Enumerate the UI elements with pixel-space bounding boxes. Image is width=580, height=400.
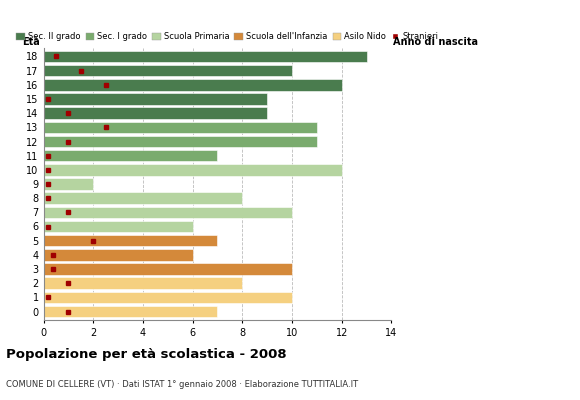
Text: Età: Età — [22, 37, 40, 47]
Bar — [44, 65, 292, 76]
Bar — [44, 192, 242, 204]
Bar — [44, 235, 218, 246]
Bar — [44, 93, 267, 105]
Bar — [44, 263, 292, 275]
Text: Popolazione per età scolastica - 2008: Popolazione per età scolastica - 2008 — [6, 348, 287, 361]
Bar — [44, 51, 367, 62]
Bar — [44, 306, 218, 317]
Bar — [44, 249, 193, 261]
Text: COMUNE DI CELLERE (VT) · Dati ISTAT 1° gennaio 2008 · Elaborazione TUTTITALIA.IT: COMUNE DI CELLERE (VT) · Dati ISTAT 1° g… — [6, 380, 358, 389]
Bar — [44, 178, 93, 190]
Text: Anno di nascita: Anno di nascita — [393, 37, 478, 47]
Bar — [44, 277, 242, 289]
Bar — [44, 107, 267, 119]
Bar — [44, 164, 342, 176]
Bar — [44, 221, 193, 232]
Bar — [44, 122, 317, 133]
Bar — [44, 79, 342, 91]
Bar — [44, 136, 317, 147]
Bar — [44, 292, 292, 303]
Bar — [44, 150, 218, 162]
Bar — [44, 206, 292, 218]
Legend: Sec. II grado, Sec. I grado, Scuola Primaria, Scuola dell'Infanzia, Asilo Nido, : Sec. II grado, Sec. I grado, Scuola Prim… — [16, 32, 438, 41]
